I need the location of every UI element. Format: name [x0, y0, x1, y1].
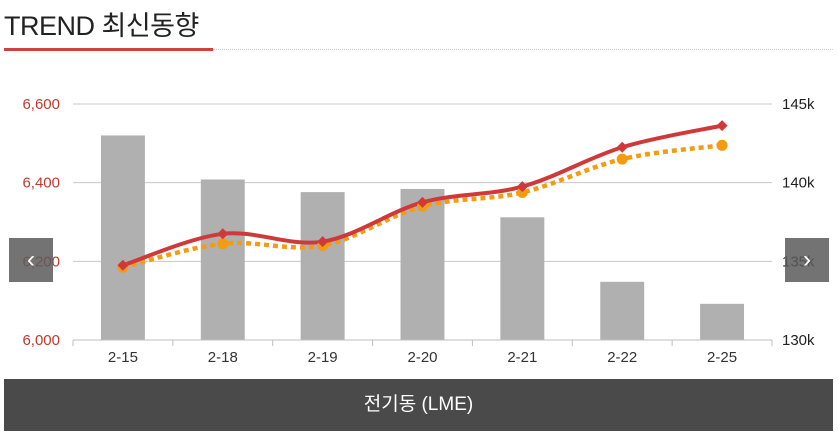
bar: [200, 179, 245, 340]
trend-chart: 6,000130k6,200135k6,400140k6,600145k2-15…: [22, 96, 815, 366]
point-circle: [716, 139, 728, 151]
commodity-label-bar: 전기동 (LME): [4, 379, 833, 431]
point-diamond: [317, 236, 329, 248]
commodity-label: 전기동 (LME): [363, 394, 474, 415]
point-diamond: [217, 228, 229, 240]
point-diamond: [417, 196, 428, 208]
y-left-tick-label: 6,600: [22, 96, 60, 113]
x-tick-label: 2-19: [308, 349, 338, 366]
point-diamond: [616, 141, 628, 153]
x-tick-label: 2-18: [208, 349, 238, 366]
point-circle: [516, 187, 528, 198]
point-diamond: [516, 181, 528, 193]
bar: [500, 217, 545, 340]
chevron-right-icon[interactable]: ›: [785, 238, 829, 282]
y-right-tick-label: 140k: [782, 175, 815, 192]
bar: [400, 188, 445, 340]
x-tick-label: 2-22: [607, 349, 637, 366]
page-title: TREND 최신동향: [4, 11, 199, 41]
bar: [700, 303, 745, 340]
bar: [300, 192, 345, 340]
title-divider: [213, 49, 833, 50]
bar: [600, 281, 645, 340]
y-right-tick-label: 130k: [782, 332, 815, 349]
title-underline: [4, 48, 213, 51]
x-tick-label: 2-25: [707, 349, 737, 366]
y-left-tick-label: 6,000: [22, 332, 60, 349]
x-tick-label: 2-15: [108, 349, 138, 366]
y-right-tick-label: 145k: [782, 96, 815, 113]
bar: [100, 135, 145, 340]
chevron-left-icon[interactable]: ‹: [9, 238, 53, 282]
point-circle: [616, 153, 628, 165]
point-diamond: [117, 259, 129, 271]
x-tick-label: 2-21: [507, 349, 537, 366]
y-left-tick-label: 6,400: [22, 175, 60, 192]
x-tick-label: 2-20: [407, 349, 437, 366]
point-circle: [217, 238, 229, 250]
point-diamond: [716, 120, 728, 132]
